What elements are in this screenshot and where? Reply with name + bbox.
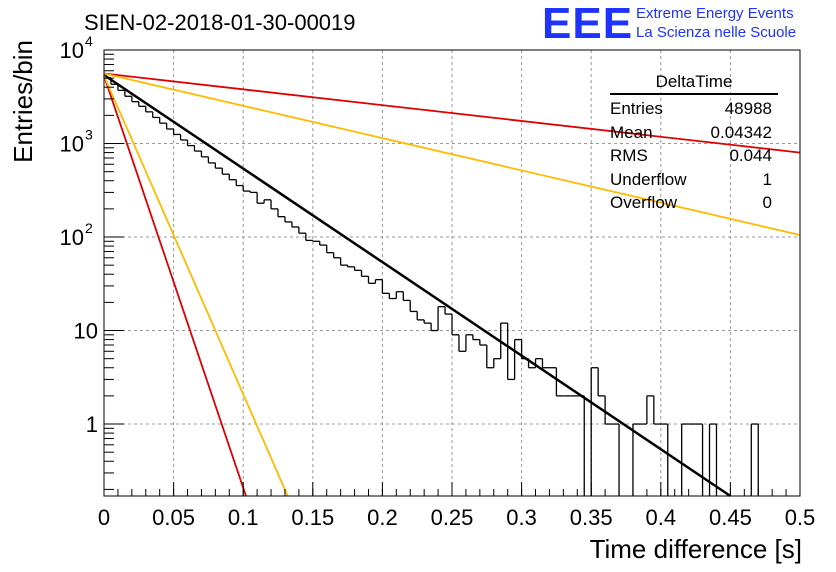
y-tick-label: 1: [86, 412, 98, 437]
grid: [104, 50, 800, 496]
stats-value: 0.044: [729, 146, 772, 165]
stats-value: 0: [762, 193, 772, 212]
histogram-layer: [104, 77, 759, 496]
stats-title: DeltaTime: [610, 72, 778, 95]
y-tick-label: 10: [60, 225, 84, 250]
y-tick-label: 10: [60, 132, 84, 157]
y-tick-exponent: 3: [85, 127, 93, 143]
stats-label: Overflow: [610, 193, 678, 212]
x-axis-label: Time difference [s]: [590, 534, 802, 564]
y-axis-label: Entries/bin: [8, 40, 38, 163]
axis-ticks: 0 0.05 0.1 0.15 0.2 0.25 0.3 0.35 0.4 0.45 0.51101…: [60, 33, 816, 530]
stats-value: 0.04342: [710, 122, 772, 142]
stats-row-overflow: Overflow 0: [610, 191, 778, 215]
x-tick-label: 0.3: [506, 505, 537, 530]
eee-logo-text: Extreme Energy Events La Scienza nelle S…: [636, 4, 796, 42]
fit-line: [103, 72, 801, 236]
fit-line: [103, 73, 732, 498]
y-tick-exponent: 4: [85, 33, 93, 49]
x-tick-label: 0.35: [570, 505, 613, 530]
x-tick-label: 0.5: [785, 505, 816, 530]
stats-label: Underflow: [610, 169, 687, 189]
stats-label: RMS: [610, 146, 648, 165]
stats-row-rms: RMS 0.044: [610, 144, 778, 168]
x-tick-label: 0.4: [646, 505, 677, 530]
x-tick-label: 0.1: [228, 505, 259, 530]
stats-value: 48988: [724, 99, 772, 118]
fit-line: [103, 72, 801, 154]
chart-title: SIEN-02-2018-01-30-00019: [84, 10, 356, 35]
y-tick-label: 10: [60, 38, 84, 63]
stats-box: DeltaTime Entries 48988 Mean 0.04342 RMS 0.…: [610, 72, 778, 215]
x-tick-label: 0.45: [709, 505, 752, 530]
x-tick-label: 0.15: [291, 505, 334, 530]
stats-row-underflow: Underflow 1: [610, 168, 778, 192]
y-tick-exponent: 2: [85, 220, 93, 236]
stats-row-entries: Entries 48988: [610, 97, 778, 121]
stats-label: Entries: [610, 99, 663, 118]
x-tick-label: 0.05: [152, 505, 195, 530]
eee-logo: EEE: [542, 0, 634, 48]
fit-line: [103, 75, 247, 497]
fit-lines-layer: [103, 72, 801, 498]
fit-line: [103, 75, 289, 497]
y-tick-label: 10: [74, 319, 98, 344]
stats-value: 1: [762, 169, 772, 189]
logo-line-1: Extreme Energy Events: [636, 5, 794, 22]
x-tick-label: 0: [98, 505, 110, 530]
stats-label: Mean: [610, 122, 653, 142]
x-tick-label: 0.2: [367, 505, 398, 530]
stats-row-mean: Mean 0.04342: [610, 121, 778, 145]
logo-line-2: La Scienza nelle Scuole: [636, 24, 797, 41]
x-tick-label: 0.25: [431, 505, 474, 530]
